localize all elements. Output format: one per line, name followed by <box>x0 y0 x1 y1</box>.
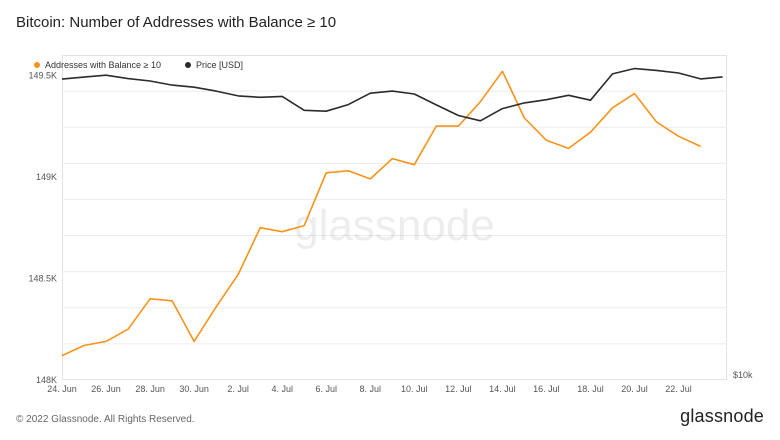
legend: Addresses with Balance ≥ 10 Price [USD] <box>34 60 243 70</box>
watermark-text: glassnode <box>294 201 495 250</box>
copyright-text: © 2022 Glassnode. All Rights Reserved. <box>16 414 195 425</box>
legend-item-price[interactable]: Price [USD] <box>185 60 243 70</box>
legend-label-price: Price [USD] <box>196 60 244 70</box>
y-tick-label: 148.5K <box>28 273 57 283</box>
x-tick-label: 8. Jul <box>360 384 382 394</box>
x-tick-label: 4. Jul <box>271 384 293 394</box>
legend-label-addresses: Addresses with Balance ≥ 10 <box>45 60 162 70</box>
x-tick-label: 26. Jun <box>91 384 121 394</box>
x-tick-label: 28. Jun <box>135 384 165 394</box>
series-line-price <box>61 67 723 122</box>
legend-item-addresses[interactable]: Addresses with Balance ≥ 10 <box>34 60 161 70</box>
y-tick-label: 149K <box>36 172 57 182</box>
y-right-tick-label: $10k <box>733 370 753 380</box>
chart-title: Bitcoin: Number of Addresses with Balanc… <box>16 14 337 31</box>
y-tick-label: 148K <box>36 375 57 385</box>
x-tick-label: 22. Jul <box>665 384 692 394</box>
x-tick-label: 20. Jul <box>621 384 648 394</box>
x-tick-label: 2. Jul <box>227 384 249 394</box>
legend-swatch-addresses <box>34 62 40 68</box>
y-tick-label: 149.5K <box>28 70 57 80</box>
x-tick-label: 6. Jul <box>315 384 337 394</box>
x-tick-label: 16. Jul <box>533 384 560 394</box>
series-line-addresses <box>61 70 701 357</box>
legend-swatch-price <box>185 62 192 68</box>
x-tick-label: 14. Jul <box>489 384 516 394</box>
x-tick-label: 10. Jul <box>401 384 428 394</box>
glassnode-logo[interactable]: glassnode <box>680 406 764 426</box>
x-tick-label: 12. Jul <box>445 384 472 394</box>
x-tick-label: 30. Jun <box>179 384 209 394</box>
x-tick-label: 18. Jul <box>577 384 604 394</box>
plot-area <box>62 55 727 380</box>
x-tick-label: 24. Jun <box>47 384 77 394</box>
